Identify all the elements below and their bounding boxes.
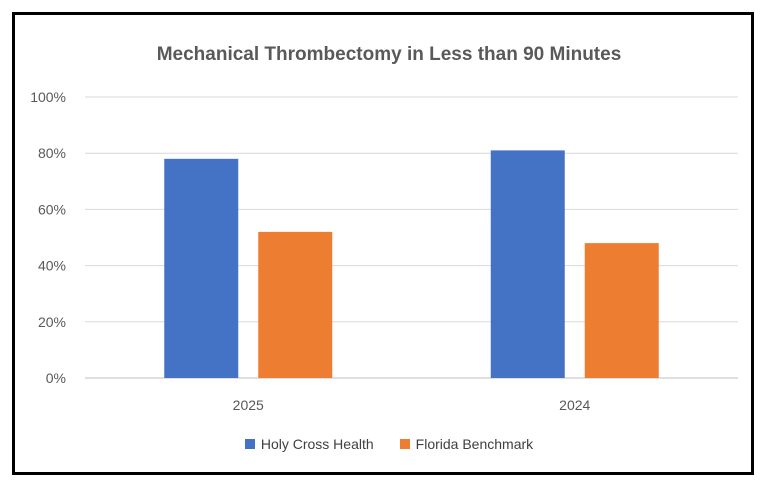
y-tick-label: 0% [46,370,66,386]
legend-item-holy-cross: Holy Cross Health [244,436,374,452]
bar [584,243,659,378]
x-tick-label: 2025 [233,397,264,413]
chart-title: Mechanical Thrombectomy in Less than 90 … [156,44,622,65]
y-tick-label: 40% [38,258,66,274]
y-tick-label: 80% [38,145,66,161]
y-tick-label: 100% [30,89,66,105]
legend-swatch-orange [399,439,410,449]
x-tick-label: 2024 [559,397,590,413]
legend: Holy Cross Health Florida Benchmark [0,436,778,452]
chart-frame [12,12,754,475]
bar [490,150,565,378]
legend-item-florida: Florida Benchmark [399,436,534,452]
y-tick-label: 20% [38,314,66,330]
legend-swatch-blue [244,439,255,449]
bar [164,158,239,378]
y-tick-label: 60% [38,201,66,217]
legend-label: Florida Benchmark [415,436,534,452]
legend-label: Holy Cross Health [260,436,374,452]
bar [258,231,333,378]
